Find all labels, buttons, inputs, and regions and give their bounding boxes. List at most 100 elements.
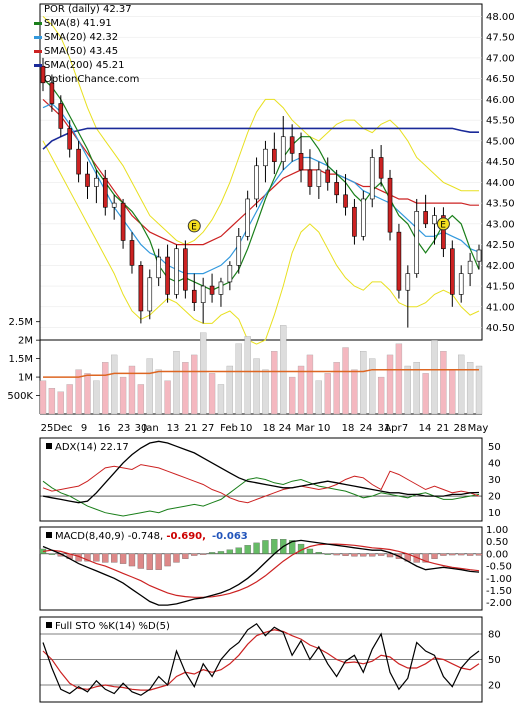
candle-body [40, 65, 46, 84]
candle-body [369, 157, 375, 200]
candle-body [423, 211, 428, 225]
volume-bar [102, 362, 109, 415]
macd-histogram-bar [386, 553, 394, 558]
macd-panel: 1.000.500.00 -0.50-1.00-1.50-2.00 MACD(8,4… [39, 525, 512, 611]
date-label: 13 [167, 423, 180, 434]
volume-bar [466, 362, 474, 415]
stochastic-k-line [42, 622, 480, 696]
macd-histogram-bar [440, 553, 447, 556]
price-tick-label: 42.00 [486, 261, 515, 272]
candle-body [236, 235, 242, 266]
date-label: 30 [135, 423, 148, 434]
volume-tick-label: 1.5M [8, 354, 33, 365]
volume-bar [137, 384, 145, 415]
date-label: 10 [318, 423, 331, 434]
candle-body [191, 289, 197, 303]
macd-tick-label: 0.50 [486, 537, 508, 548]
volume-bar [119, 376, 127, 415]
macd-signal-line [42, 543, 480, 598]
date-label: 24 [279, 423, 292, 434]
macd-histogram-bar [351, 553, 358, 557]
macd-legend-signal: -0.690, [166, 531, 206, 542]
macd-histogram-bar [208, 552, 216, 555]
volume-bar [253, 358, 260, 415]
price-tick-label: 44.00 [486, 178, 515, 189]
macd-histogram-bar [306, 548, 314, 555]
bollinger-lower-line [42, 140, 480, 345]
macd-histogram-bar [288, 540, 296, 555]
macd-histogram-bar [466, 553, 474, 556]
earnings-marker-label: E [440, 220, 446, 230]
candle-body [254, 165, 259, 200]
adx-tick-label: 30 [488, 475, 501, 486]
adx-panel: 10 20 30 40 50 ADX(14) 22.17 [39, 437, 501, 522]
macd-plot-frame [39, 526, 483, 611]
sma200-legend: SMA(200) 45.21 [34, 60, 125, 71]
candle-body [450, 248, 455, 295]
price-tick-label: 48.00 [486, 12, 515, 23]
volume-bar [182, 362, 189, 415]
volume-bar [75, 369, 82, 415]
date-label: Mar [296, 423, 316, 434]
candle-body [334, 182, 339, 196]
date-label: 18 [342, 423, 355, 434]
stochastic-panel: 20 50 80 Full STO %K(14) %D(5) [39, 616, 501, 703]
candle-body [441, 215, 446, 250]
volume-bar [324, 373, 331, 415]
candle-body [58, 103, 64, 129]
sma8-swatch [34, 21, 42, 25]
adx-tick-label: 10 [488, 508, 501, 519]
candle-body [138, 265, 144, 312]
site-label: OptionChance.com [44, 74, 140, 85]
date-label: 31 [378, 423, 391, 434]
di-plus-line [42, 477, 480, 517]
date-label: 21 [185, 423, 198, 434]
volume-bar [306, 354, 314, 415]
candle-body [94, 177, 99, 187]
volume-bar [111, 354, 118, 415]
candle-body [414, 211, 420, 274]
date-label: 7 [402, 423, 408, 434]
stochastic-tick-label: 20 [488, 681, 501, 692]
macd-histogram-bar [137, 553, 145, 569]
candle-body [209, 285, 215, 295]
adx-line [42, 440, 480, 504]
date-label: 27 [202, 423, 215, 434]
volume-bar [475, 365, 483, 415]
candle-body [352, 206, 357, 237]
candle-body [298, 153, 304, 171]
date-label: 23 [118, 423, 131, 434]
volume-bar [404, 365, 411, 415]
volume-bar [128, 365, 136, 415]
stochastic-tick-label: 80 [488, 630, 501, 641]
volume-bar [333, 362, 340, 415]
volume-average-line [43, 368, 479, 378]
candle-body [343, 194, 348, 208]
earnings-marker [436, 217, 450, 231]
volume-bar [386, 354, 394, 415]
volume-bar [458, 354, 465, 415]
candle-body [458, 273, 464, 295]
adx-legend-swatch [46, 443, 52, 449]
price-tick-label: 45.00 [486, 136, 515, 147]
adx-tick-label: 20 [488, 492, 501, 503]
sma200-line [42, 127, 479, 150]
adx-tick-label: 50 [488, 442, 501, 453]
macd-legend-swatch [46, 532, 52, 538]
candle-body [111, 202, 117, 208]
adx-tick-label: 40 [488, 458, 501, 469]
volume-bar [208, 373, 216, 415]
volume-bar [57, 391, 64, 415]
candle-body [307, 169, 313, 187]
price-tick-label: 47.00 [486, 53, 515, 64]
price-tick-label: 47.50 [486, 33, 515, 44]
candle-body [218, 281, 224, 295]
candle-body [280, 136, 286, 162]
date-label: 9 [81, 423, 87, 434]
earnings-marker [187, 219, 201, 233]
volume-bar [191, 354, 198, 415]
sma200-swatch [34, 63, 42, 67]
candle-body [67, 128, 72, 150]
volume-bar [155, 369, 162, 415]
candle-body [289, 136, 295, 154]
